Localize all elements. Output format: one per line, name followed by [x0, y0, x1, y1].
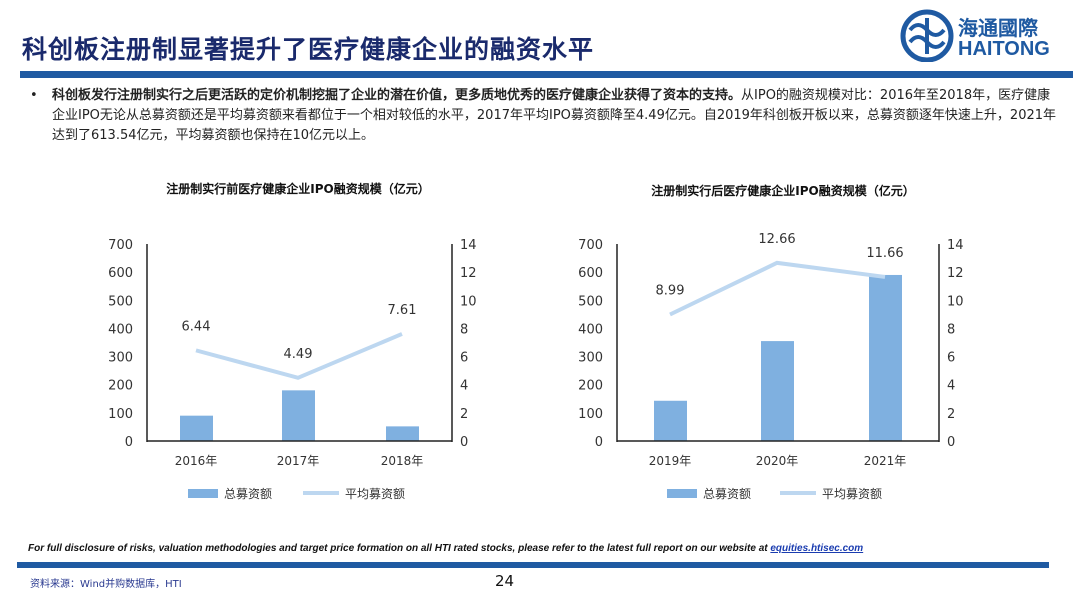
left-axis-tick-label: 600 — [108, 266, 133, 281]
x-tick-label: 2019年 — [649, 454, 692, 468]
data-label: 8.99 — [656, 283, 685, 298]
right-axis-tick-label: 2 — [460, 407, 468, 422]
left-axis-tick-label: 500 — [578, 294, 603, 309]
chart-title-before: 注册制实行前医疗健康企业IPO融资规模（亿元） — [166, 182, 430, 196]
left-axis-tick-label: 0 — [125, 435, 133, 450]
bar-total-raised — [180, 415, 213, 441]
right-axis-tick-label: 6 — [947, 351, 955, 366]
line-average-raised — [669, 260, 886, 317]
x-tick-label: 2020年 — [756, 454, 799, 468]
left-axis-tick-label: 200 — [108, 379, 133, 394]
left-axis-tick-label: 300 — [578, 351, 603, 366]
bar-total-raised — [654, 400, 687, 441]
left-axis-tick-label: 400 — [578, 322, 603, 337]
legend-bar-label: 总募资额 — [224, 487, 272, 501]
disclaimer: For full disclosure of risks, valuation … — [28, 543, 863, 554]
left-axis-tick-label: 0 — [595, 435, 603, 450]
data-label: 12.66 — [758, 232, 795, 247]
logo-text-cn: 海通國際 — [958, 16, 1038, 40]
left-axis-tick-label: 100 — [108, 407, 133, 422]
x-tick-label: 2017年 — [277, 454, 320, 468]
right-axis-tick-label: 14 — [460, 238, 477, 253]
right-axis-tick-label: 10 — [947, 294, 964, 309]
summary-bold: 科创板发行注册制实行之后更活跃的定价机制挖掘了企业的潜在价值，更多质地优秀的医疗… — [52, 88, 742, 103]
x-tick-label: 2018年 — [381, 454, 424, 468]
right-axis-tick-label: 8 — [460, 322, 468, 337]
right-axis-tick-label: 4 — [947, 379, 955, 394]
data-label: 4.49 — [284, 347, 313, 362]
bullet-icon: • — [30, 88, 38, 103]
logo-icon — [900, 9, 954, 63]
header-divider — [20, 71, 1073, 78]
right-axis-tick-label: 8 — [947, 322, 955, 337]
left-axis-tick-label: 400 — [108, 322, 133, 337]
haitong-logo: 海通國際 HAITONG — [900, 8, 1060, 68]
right-axis-tick-label: 4 — [460, 379, 468, 394]
source-note: 资料来源：Wind并购数据库，HTI — [30, 579, 182, 590]
left-axis-tick-label: 700 — [108, 238, 133, 253]
chart-title-after: 注册制实行后医疗健康企业IPO融资规模（亿元） — [651, 184, 915, 198]
right-axis-tick-label: 12 — [947, 266, 964, 281]
bar-total-raised — [386, 426, 419, 441]
logo-text-en: HAITONG — [958, 38, 1050, 60]
disclaimer-text: For full disclosure of risks, valuation … — [28, 543, 771, 554]
right-axis-tick-label: 0 — [947, 435, 955, 450]
page-number: 24 — [495, 572, 515, 590]
legend-bar-swatch — [188, 489, 218, 498]
right-axis-tick-label: 0 — [460, 435, 468, 450]
right-axis-tick-label: 2 — [947, 407, 955, 422]
left-axis-tick-label: 700 — [578, 238, 603, 253]
summary-bullet: • 科创板发行注册制实行之后更活跃的定价机制挖掘了企业的潜在价值，更多质地优秀的… — [30, 86, 1060, 146]
legend-bar-label: 总募资额 — [703, 487, 751, 501]
data-label: 6.44 — [182, 319, 211, 334]
website-link[interactable]: equities.htisec.com — [770, 543, 864, 554]
x-tick-label: 2016年 — [175, 454, 218, 468]
legend-line-label: 平均募资额 — [822, 487, 882, 501]
data-label: 11.66 — [866, 246, 903, 261]
left-axis-tick-label: 100 — [578, 407, 603, 422]
right-axis-tick-label: 12 — [460, 266, 477, 281]
left-axis-tick-label: 600 — [578, 266, 603, 281]
summary-text: 从IPO的融资规模对比：2016年至2018年，医疗健康企业IPO无论从总募资额… — [52, 88, 1057, 143]
line-average-raised — [195, 332, 403, 380]
bar-total-raised — [282, 390, 315, 441]
right-axis-tick-label: 10 — [460, 294, 477, 309]
left-axis-tick-label: 300 — [108, 351, 133, 366]
bar-total-raised — [761, 341, 794, 441]
bar-total-raised — [869, 274, 902, 441]
x-tick-label: 2021年 — [864, 454, 907, 468]
legend-bar-swatch — [667, 489, 697, 498]
footer-divider — [17, 562, 1049, 568]
page-title: 科创板注册制显著提升了医疗健康企业的融资水平 — [22, 35, 595, 64]
left-axis-tick-label: 200 — [578, 379, 603, 394]
legend-line-label: 平均募资额 — [345, 487, 405, 501]
right-axis-tick-label: 14 — [947, 238, 964, 253]
left-axis-tick-label: 500 — [108, 294, 133, 309]
data-label: 7.61 — [388, 303, 417, 318]
right-axis-tick-label: 6 — [460, 351, 468, 366]
